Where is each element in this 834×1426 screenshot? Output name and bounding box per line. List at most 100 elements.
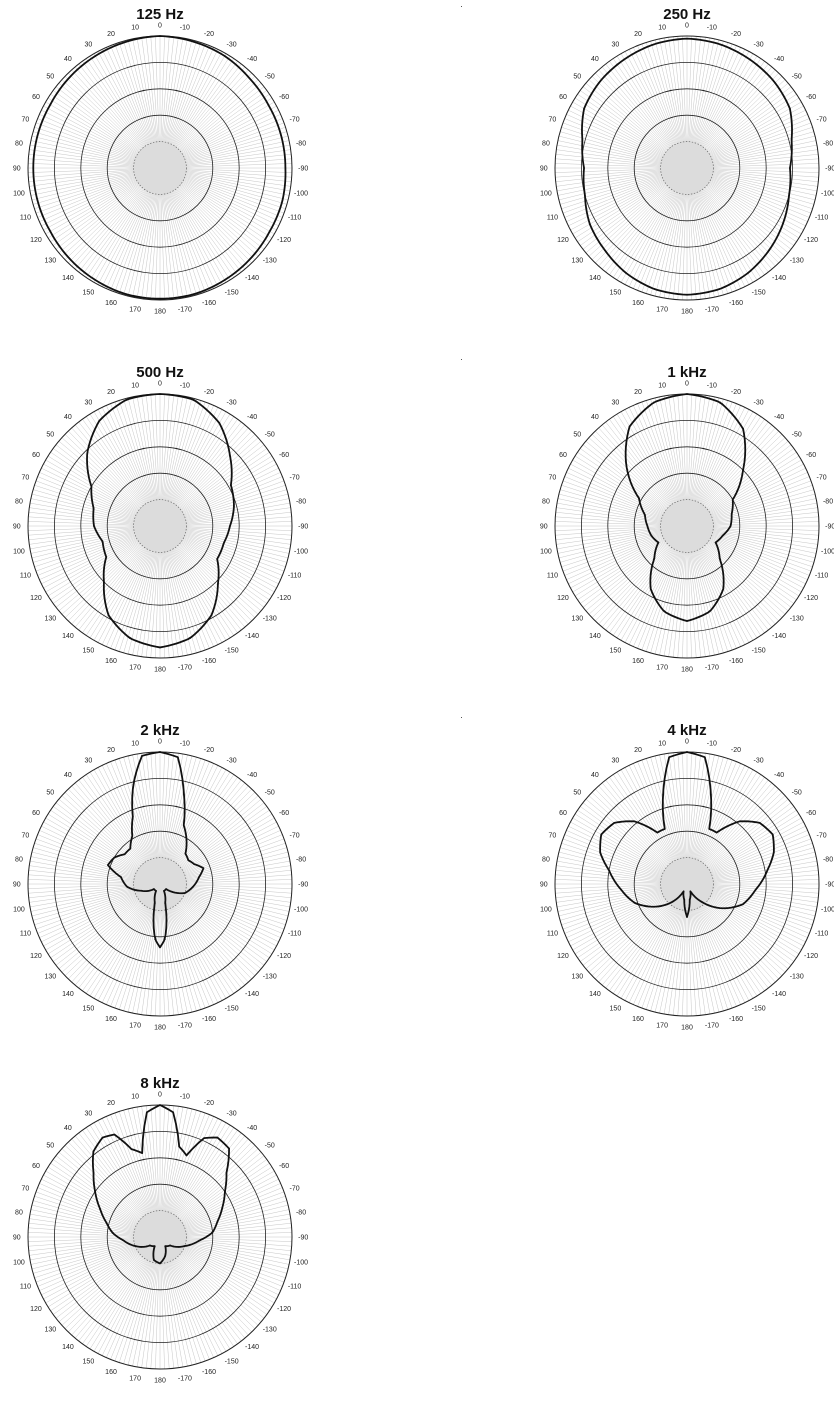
- polar-data-point: [126, 886, 128, 888]
- polar-chart: 0 10 20 30 40 50 60 70 80 90 100 110 120 130 140 150 160…: [13, 1091, 309, 1385]
- ring-gridline: [633, 830, 741, 938]
- polar-data-point: [216, 558, 218, 560]
- polar-data-point: [688, 898, 691, 901]
- angle-tick-label: 40: [591, 414, 599, 421]
- angle-tick-label: -110: [288, 572, 302, 579]
- polar-data-point: [638, 497, 640, 500]
- polar-data-point: [159, 1262, 161, 1265]
- angle-tick-label: 180: [154, 309, 166, 316]
- polar-data-point: [686, 393, 688, 395]
- polar-data-point: [248, 77, 251, 80]
- angle-tick-label: 140: [589, 275, 601, 282]
- angle-tick-label: 10: [131, 1093, 139, 1100]
- angle-tick-label: -10: [707, 24, 717, 31]
- angle-tick-label: 110: [20, 572, 31, 579]
- polar-chart: 0 10 20 30 40 50 60 70 80 90 100 110 120 130 140 150 160…: [13, 22, 309, 316]
- angle-tick-label: 90: [540, 882, 548, 889]
- polar-data-point: [663, 828, 666, 830]
- angle-tick-label: 70: [549, 833, 557, 840]
- polar-data-point: [183, 793, 185, 796]
- polar-data-point: [154, 902, 156, 904]
- angle-tick-label: 170: [656, 307, 668, 314]
- angle-tick-label: -60: [279, 1163, 289, 1170]
- polar-data-point: [211, 1231, 214, 1234]
- angle-tick-label: 0: [685, 22, 689, 29]
- angle-tick-label: -160: [202, 1369, 216, 1376]
- center-disk: [133, 499, 187, 553]
- angle-tick-label: -50: [265, 1142, 275, 1149]
- polar-data-point: [202, 867, 205, 869]
- polar-data-point: [225, 1172, 228, 1174]
- angle-tick-label: 50: [46, 431, 54, 438]
- angle-tick-label: -80: [296, 499, 306, 506]
- angle-tick-label: 50: [46, 1142, 54, 1149]
- angle-tick-label: -60: [279, 94, 289, 101]
- polar-data-point: [720, 907, 723, 910]
- angle-tick-label: -150: [225, 1359, 239, 1366]
- polar-data-point: [92, 507, 95, 510]
- angle-tick-label: -70: [817, 833, 827, 840]
- polar-data-point: [730, 513, 733, 515]
- angle-tick-label: -140: [772, 633, 786, 640]
- chart-title: 8 kHz: [140, 1075, 180, 1092]
- chart-title: 1 kHz: [667, 364, 707, 381]
- angle-tick-label: 130: [44, 974, 56, 981]
- angle-tick-label: 20: [107, 31, 115, 38]
- polar-data-point: [738, 820, 741, 823]
- ring-gridline: [660, 499, 714, 553]
- polar-data-point: [146, 1111, 148, 1114]
- angle-tick-label: -130: [790, 974, 804, 981]
- angle-tick-label: 90: [13, 166, 21, 173]
- angle-tick-label: -60: [279, 810, 289, 817]
- polar-data-point: [634, 902, 636, 904]
- polar-data-point: [159, 297, 161, 300]
- angle-tick-label: 70: [22, 833, 30, 840]
- polar-data-point: [140, 889, 143, 892]
- angle-tick-label: -80: [823, 141, 833, 148]
- angle-tick-label: 180: [681, 1025, 693, 1032]
- angle-tick-label: -140: [245, 633, 259, 640]
- angle-tick-label: 20: [107, 389, 115, 396]
- angle-tick-label: -160: [729, 300, 743, 307]
- polar-chart: 0 10 20 30 40 50 60 70 80 90 100 110 120 130 140 150 160…: [540, 22, 834, 315]
- polar-data-point: [682, 890, 685, 892]
- chart-title: 125 Hz: [136, 6, 184, 23]
- polar-data-point: [218, 422, 221, 424]
- angle-tick-label: -130: [790, 258, 804, 265]
- angle-tick-label: -120: [804, 237, 818, 244]
- polar-data-point: [141, 1152, 143, 1154]
- polar-data-point: [754, 889, 757, 891]
- angle-tick-label: 170: [129, 1376, 141, 1383]
- angle-tick-label: 40: [591, 772, 599, 779]
- ring-gridline: [581, 420, 793, 632]
- angle-tick-label: 50: [573, 431, 581, 438]
- angle-tick-label: 140: [62, 275, 74, 282]
- angle-tick-label: 140: [62, 991, 74, 998]
- angle-tick-label: 80: [15, 499, 23, 506]
- polar-data-point: [759, 822, 761, 824]
- angle-tick-label: -80: [296, 141, 306, 148]
- angle-tick-label: 160: [105, 1369, 117, 1376]
- angle-tick-label: 120: [557, 237, 569, 244]
- angle-tick-label: 150: [83, 290, 95, 297]
- angle-tick-label: 170: [129, 1023, 141, 1030]
- angle-tick-label: -20: [204, 747, 214, 754]
- angle-tick-label: 180: [154, 1378, 166, 1385]
- polar-data-point: [788, 194, 790, 197]
- polar-data-point: [149, 1244, 151, 1247]
- angle-tick-label: 70: [22, 475, 30, 482]
- polar-data-point: [704, 756, 706, 759]
- polar-data-point: [710, 793, 712, 796]
- polar-data-point: [193, 293, 195, 296]
- polar-data-point: [686, 293, 688, 296]
- polar-data-point: [193, 863, 196, 865]
- polar-data-point: [210, 614, 213, 616]
- angle-tick-label: -40: [774, 772, 784, 779]
- angle-tick-label: 40: [64, 772, 72, 779]
- polar-data-point: [230, 484, 232, 486]
- angle-tick-label: 110: [547, 930, 558, 937]
- polar-data-point: [172, 1111, 174, 1114]
- angle-tick-label: -40: [247, 772, 257, 779]
- angle-tick-label: -110: [815, 572, 829, 579]
- angle-tick-label: 70: [22, 1186, 30, 1193]
